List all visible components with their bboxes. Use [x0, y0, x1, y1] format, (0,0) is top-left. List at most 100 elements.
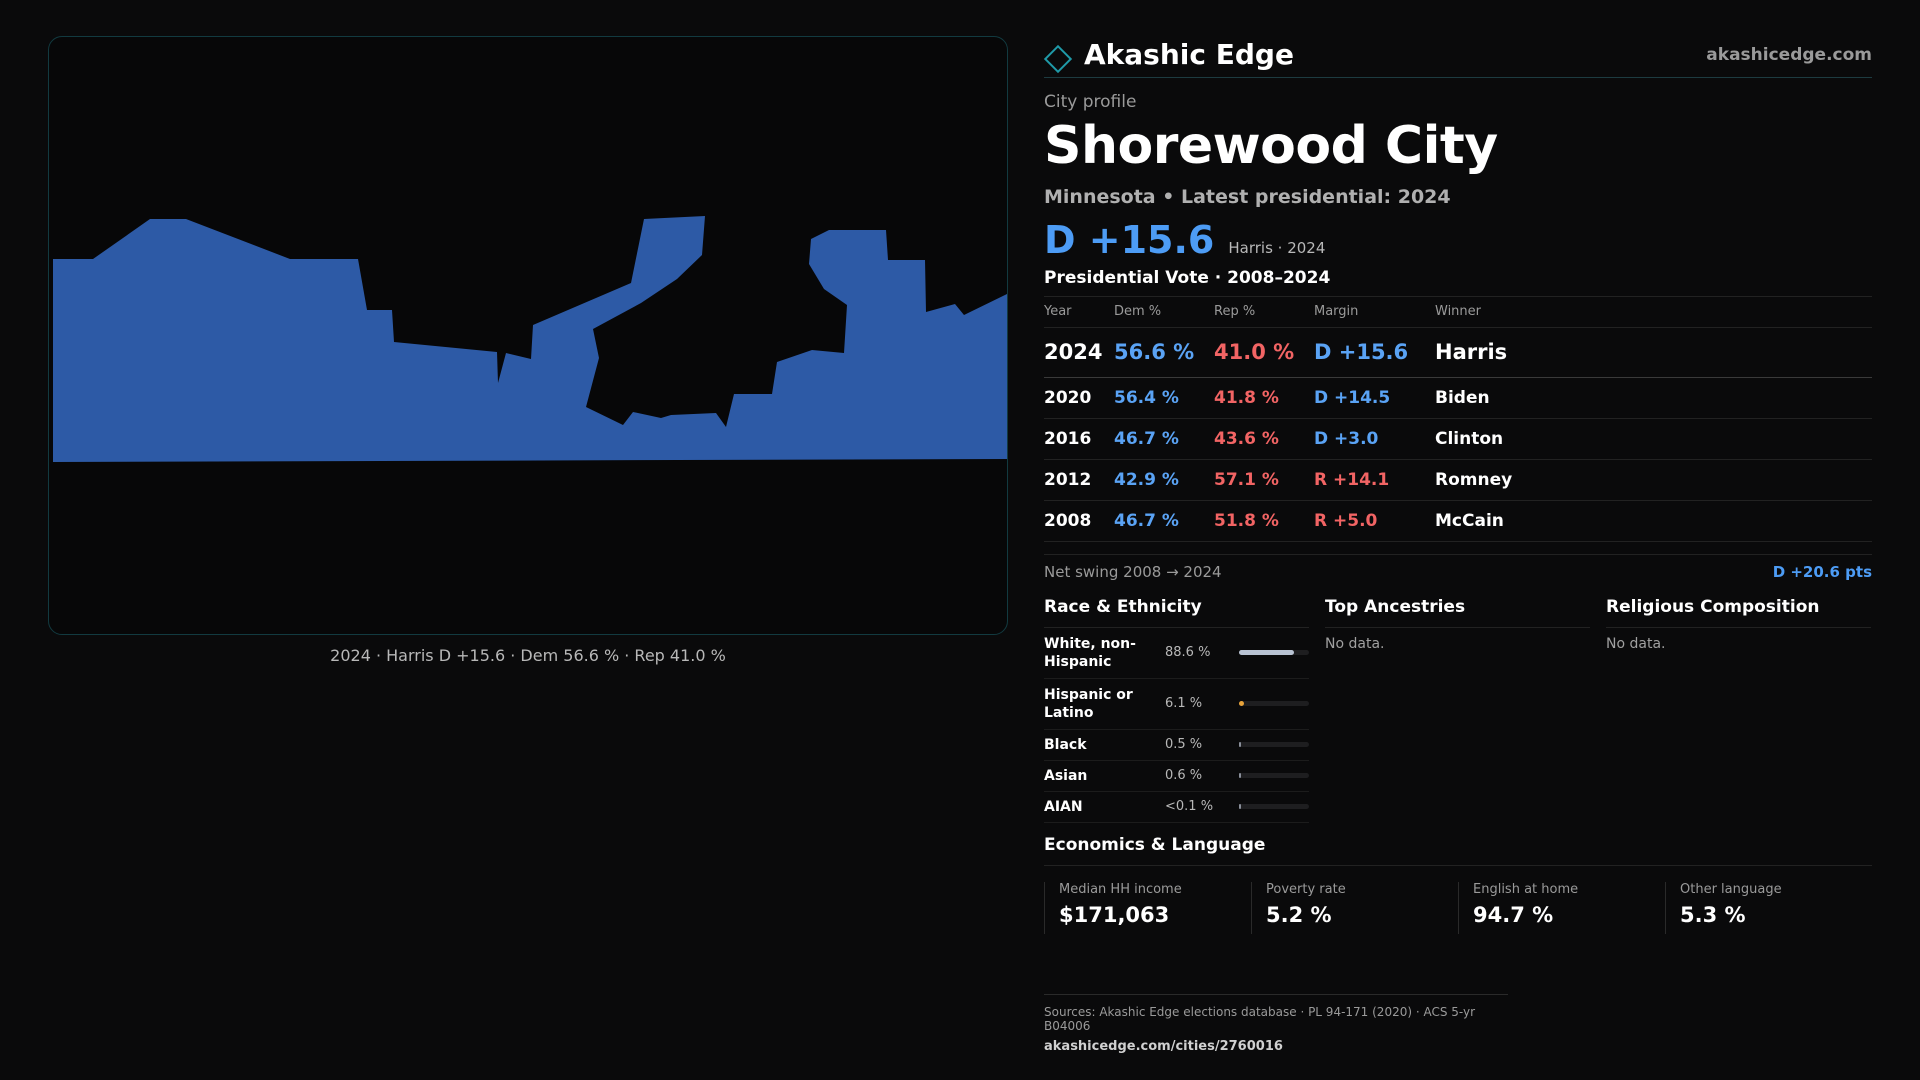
stat-label: Poverty rate [1266, 881, 1346, 897]
dem-pct-cell: 46.7 % [1114, 500, 1214, 542]
year-cell: 2016 [1044, 418, 1114, 460]
net-swing-row: Net swing 2008 → 2024 D +20.6 pts [1044, 553, 1872, 581]
winner-cell: Romney [1435, 459, 1872, 501]
winner-cell: Harris [1435, 327, 1872, 378]
race-bar-fill [1239, 742, 1241, 747]
stat-label: English at home [1473, 881, 1579, 897]
margin-cell: D +14.5 [1314, 377, 1435, 419]
stat-card-median-income: Median HH income $171,063 [1044, 881, 1251, 934]
year-cell: 2008 [1044, 500, 1114, 542]
net-swing-label: Net swing 2008 → 2024 [1044, 562, 1222, 581]
race-bar-fill [1239, 804, 1241, 809]
stat-value: 5.3 % [1680, 902, 1746, 927]
demographics-columns: Race & Ethnicity White, non-Hispanic 88.6… [1044, 597, 1872, 823]
margin-cell: R +14.1 [1314, 459, 1435, 501]
table-row: 2024 56.6 % 41.0 % D +15.6 Harris [1044, 327, 1872, 378]
net-swing-value: D +20.6 pts [1772, 562, 1872, 581]
winner-cell: Biden [1435, 377, 1872, 419]
rep-pct-cell: 51.8 % [1214, 500, 1314, 542]
race-label: Hispanic or Latino [1044, 686, 1133, 721]
race-value: 0.5 % [1165, 737, 1203, 752]
race-label: AIAN [1044, 798, 1083, 815]
religion-empty: No data. [1606, 635, 1666, 652]
race-bar-fill [1239, 650, 1295, 655]
race-label: White, non-Hispanic [1044, 635, 1136, 670]
dem-pct-cell: 56.6 % [1114, 327, 1214, 378]
dem-pct-cell: 46.7 % [1114, 418, 1214, 460]
race-bar-track [1239, 742, 1309, 747]
col-header-dem: Dem % [1114, 297, 1214, 328]
race-label: Asian [1044, 767, 1088, 784]
race-row: Asian 0.6 % [1044, 761, 1309, 792]
race-bar-fill [1239, 701, 1244, 706]
headline-margin-value: D +15.6 [1044, 218, 1215, 262]
race-label: Black [1044, 736, 1087, 753]
map-panel[interactable] [48, 36, 1008, 635]
margin-cell: R +5.0 [1314, 500, 1435, 542]
col-header-winner: Winner [1435, 297, 1872, 328]
map-caption: 2024 · Harris D +15.6 · Dem 56.6 % · Rep… [330, 646, 726, 665]
race-row: Black 0.5 % [1044, 730, 1309, 761]
economics-section-title: Economics & Language [1044, 835, 1872, 866]
col-header-margin: Margin [1314, 297, 1435, 328]
race-section-title: Race & Ethnicity [1044, 597, 1309, 628]
stat-value: 94.7 % [1473, 902, 1554, 927]
race-value: 6.1 % [1165, 696, 1203, 711]
religion-column: Religious Composition No data. [1606, 597, 1871, 823]
stat-label: Median HH income [1059, 881, 1182, 897]
race-row: White, non-Hispanic 88.6 % [1044, 628, 1309, 679]
vote-table: Year Dem % Rep % Margin Winner 2024 56.6 … [1044, 297, 1872, 542]
table-row: 2020 56.4 % 41.8 % D +14.5 Biden [1044, 377, 1872, 419]
race-bar-track [1239, 650, 1309, 655]
table-row: 2012 42.9 % 57.1 % R +14.1 Romney [1044, 459, 1872, 501]
race-bar-track [1239, 701, 1309, 706]
year-cell: 2024 [1044, 327, 1114, 378]
table-row: 2008 46.7 % 51.8 % R +5.0 McCain [1044, 500, 1872, 542]
profile-eyebrow: City profile [1044, 92, 1137, 112]
headline-margin-sub: Harris · 2024 [1228, 239, 1326, 257]
footer-url-link[interactable]: akashicedge.com/cities/2760016 [1044, 1039, 1283, 1054]
winner-cell: McCain [1435, 500, 1872, 542]
race-ethnicity-column: Race & Ethnicity White, non-Hispanic 88.6… [1044, 597, 1309, 823]
sources-footer: Sources: Akashic Edge elections database… [1044, 994, 1508, 1054]
city-boundary-shape[interactable] [53, 216, 1007, 462]
margin-cell: D +3.0 [1314, 418, 1435, 460]
sources-text: Sources: Akashic Edge elections database… [1044, 1005, 1476, 1033]
state-subline: Minnesota • Latest presidential: 2024 [1044, 186, 1451, 208]
diamond-logo-icon [1043, 44, 1073, 73]
rep-pct-cell: 43.6 % [1214, 418, 1314, 460]
headline-margin: D +15.6 Harris · 2024 [1044, 218, 1872, 262]
stat-card-other-language: Other language 5.3 % [1665, 881, 1872, 934]
stat-card-english-at-home: English at home 94.7 % [1458, 881, 1665, 934]
economics-cards: Median HH income $171,063 Poverty rate 5… [1044, 881, 1872, 934]
stat-value: 5.2 % [1266, 902, 1332, 927]
stat-card-poverty-rate: Poverty rate 5.2 % [1251, 881, 1458, 934]
table-row: 2016 46.7 % 43.6 % D +3.0 Clinton [1044, 418, 1872, 460]
ancestries-column: Top Ancestries No data. [1325, 597, 1590, 823]
dem-pct-cell: 56.4 % [1114, 377, 1214, 419]
race-value: 0.6 % [1165, 768, 1203, 783]
race-bar-track [1239, 773, 1309, 778]
race-row: AIAN <0.1 % [1044, 792, 1309, 823]
year-cell: 2012 [1044, 459, 1114, 501]
race-bar-fill [1239, 773, 1241, 778]
ancestries-section-title: Top Ancestries [1325, 597, 1590, 628]
vote-section-title: Presidential Vote · 2008–2024 [1044, 268, 1872, 297]
religion-section-title: Religious Composition [1606, 597, 1871, 628]
rep-pct-cell: 41.0 % [1214, 327, 1314, 378]
page-title: Shorewood City [1044, 116, 1498, 176]
rep-pct-cell: 41.8 % [1214, 377, 1314, 419]
margin-cell: D +15.6 [1314, 327, 1435, 378]
stat-value: $171,063 [1059, 902, 1170, 927]
ancestries-empty: No data. [1325, 635, 1385, 652]
brand-header: Akashic Edge akashicedge.com [1043, 32, 1872, 78]
brand-url-link[interactable]: akashicedge.com [1706, 44, 1872, 65]
race-row: Hispanic or Latino 6.1 % [1044, 679, 1309, 730]
dem-pct-cell: 42.9 % [1114, 459, 1214, 501]
city-boundary-map[interactable] [49, 37, 1008, 635]
profile-panel: Akashic Edge akashicedge.com City profil… [1043, 32, 1872, 934]
race-value: 88.6 % [1165, 645, 1211, 660]
rep-pct-cell: 57.1 % [1214, 459, 1314, 501]
winner-cell: Clinton [1435, 418, 1872, 460]
year-cell: 2020 [1044, 377, 1114, 419]
